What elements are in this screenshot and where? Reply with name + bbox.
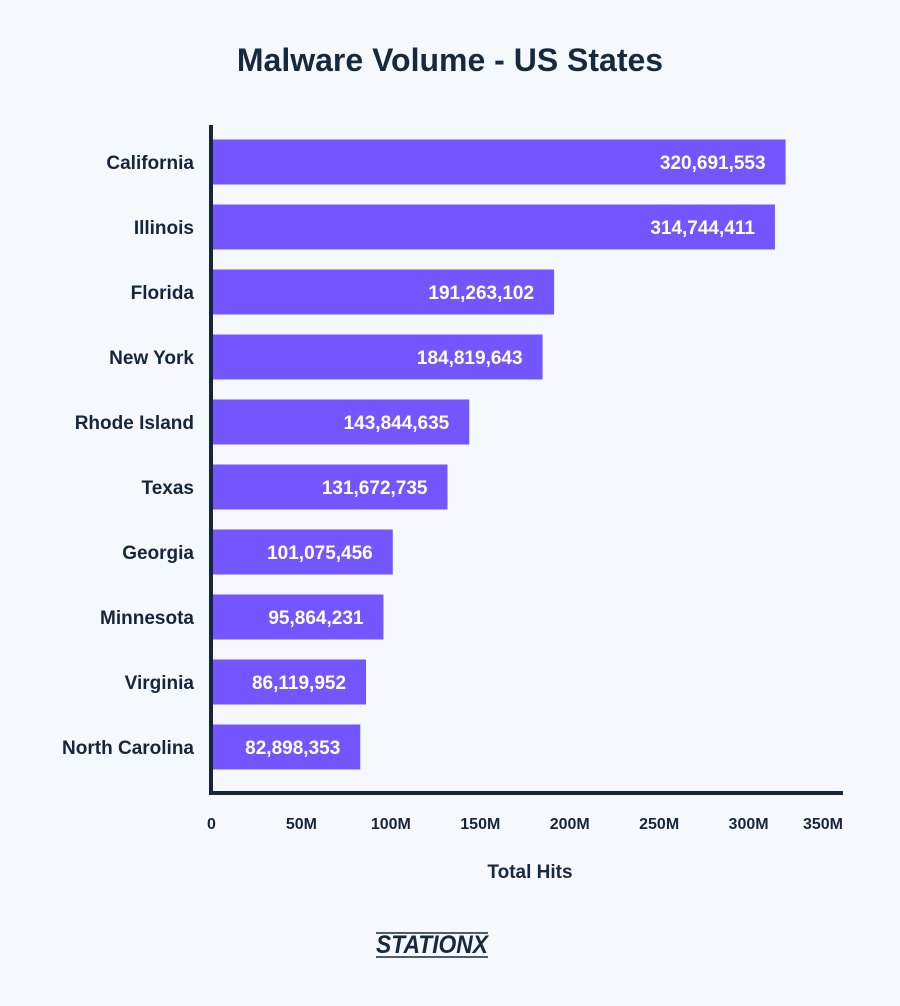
bar-value-label: 143,844,635 — [344, 413, 450, 434]
bar — [212, 724, 361, 770]
bar-value-label: 131,672,735 — [322, 478, 428, 499]
bar — [212, 334, 543, 380]
bar — [212, 659, 367, 705]
category-label: Georgia — [122, 543, 194, 564]
chart-title: Malware Volume - US States — [236, 42, 664, 78]
category-label: New York — [109, 348, 194, 369]
bar-value-label: 82,898,353 — [245, 738, 340, 759]
x-tick-label: 0 — [207, 816, 216, 833]
bar — [212, 464, 448, 510]
x-tick-label: 50M — [286, 816, 317, 833]
bar — [212, 529, 393, 575]
bar — [212, 269, 555, 315]
bar-value-label: 86,119,952 — [252, 673, 346, 694]
category-label: Virginia — [125, 673, 195, 694]
bar-value-label: 95,864,231 — [268, 608, 364, 629]
bar-value-label: 320,691,553 — [660, 153, 766, 174]
x-tick-label: 100M — [371, 816, 411, 833]
bar — [212, 399, 470, 445]
bar-value-label: 184,819,643 — [417, 348, 523, 369]
bar — [212, 204, 775, 250]
bar — [212, 594, 384, 640]
category-label: Illinois — [134, 218, 194, 239]
stationx-logo: STATIONX — [376, 931, 489, 959]
x-tick-label: 250M — [639, 816, 679, 833]
category-label: Texas — [142, 478, 194, 499]
bar — [212, 139, 786, 185]
category-label: Minnesota — [100, 608, 194, 629]
x-tick-label: 150M — [460, 816, 500, 833]
x-tick-label: 200M — [550, 816, 590, 833]
logo-wordmark: STATIONX — [376, 931, 489, 959]
x-tick-label: 300M — [729, 816, 769, 833]
x-axis-label: Total Hits — [487, 862, 573, 883]
x-tick-label: 350M — [803, 816, 843, 833]
category-label: North Carolina — [62, 738, 194, 759]
category-label: Florida — [131, 283, 195, 304]
bar-value-label: 101,075,456 — [267, 543, 373, 564]
category-label: Rhode Island — [75, 413, 194, 434]
category-label: California — [106, 153, 194, 174]
bar-value-label: 191,263,102 — [428, 283, 534, 304]
bar-value-label: 314,744,411 — [650, 218, 755, 239]
